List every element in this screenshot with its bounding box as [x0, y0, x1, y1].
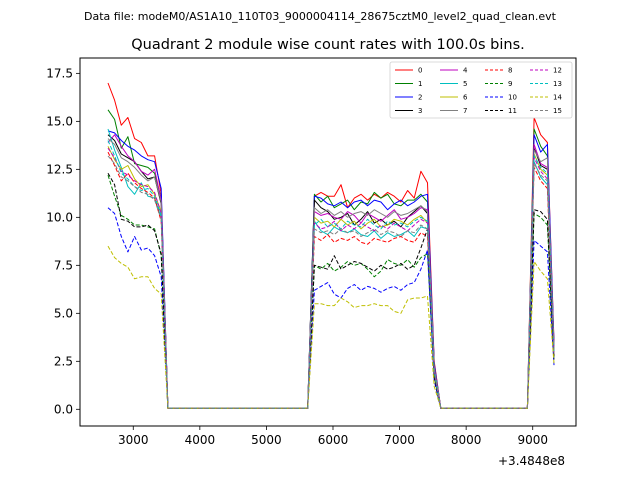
x-tick-label: 3000: [118, 433, 149, 447]
legend-label: 15: [553, 107, 562, 115]
x-tick-label: 5000: [251, 433, 282, 447]
legend-label: 10: [508, 94, 517, 102]
chart-title: Quadrant 2 module wise count rates with …: [131, 37, 525, 53]
legend-label: 14: [553, 94, 562, 102]
y-tick-label: 17.5: [46, 66, 73, 80]
series-line-9: [107, 174, 555, 409]
x-tick-label: 8000: [451, 433, 482, 447]
series-line-15: [107, 155, 555, 409]
x-tick-label: 7000: [384, 433, 415, 447]
legend-label: 6: [463, 94, 468, 102]
series-line-3: [107, 134, 555, 409]
series-line-7: [107, 138, 555, 409]
series-lines: [107, 82, 555, 409]
data-file-label: Data file: modeM0/AS1A10_110T03_90000041…: [84, 10, 557, 23]
series-line-13: [107, 140, 555, 409]
x-offset-text: +3.4848e8: [498, 454, 565, 468]
y-tick-label: 7.5: [54, 258, 73, 272]
series-line-2: [107, 130, 555, 409]
series-line-1: [107, 109, 555, 409]
x-tick-label: 6000: [318, 433, 349, 447]
series-line-10: [107, 207, 555, 409]
y-tick-label: 5.0: [54, 306, 73, 320]
y-tick-label: 15.0: [46, 114, 73, 128]
legend-label: 2: [418, 94, 422, 102]
y-tick-label: 2.5: [54, 354, 73, 368]
legend-label: 9: [508, 80, 512, 88]
legend-label: 3: [418, 107, 422, 115]
y-tick-label: 10.0: [46, 210, 73, 224]
series-line-5: [107, 128, 555, 409]
legend-label: 1: [418, 80, 422, 88]
legend-label: 7: [463, 107, 467, 115]
legend-box: [389, 61, 573, 119]
series-line-11: [107, 172, 555, 409]
legend-label: 11: [508, 107, 517, 115]
x-tick-label: 4000: [185, 433, 216, 447]
axis-ticks: 3000 4000 5000 6000 7000 8000 9000 0.0 2.5 5.0 7.5…: [46, 66, 548, 447]
plot-frame: [79, 57, 577, 427]
series-line-14: [107, 245, 555, 409]
legend-label: 13: [553, 80, 562, 88]
series-line-0: [107, 82, 555, 409]
legend-label: 8: [508, 67, 512, 75]
legend-label: 0: [418, 67, 422, 75]
y-tick-label: 12.5: [46, 162, 73, 176]
legend-label: 12: [553, 67, 562, 75]
series-line-12: [107, 147, 555, 409]
y-tick-label: 0.0: [54, 402, 73, 416]
legend-label: 4: [463, 67, 468, 75]
legend-label: 5: [463, 80, 467, 88]
series-line-6: [107, 146, 555, 409]
series-line-4: [107, 134, 555, 409]
x-tick-label: 9000: [517, 433, 548, 447]
series-line-8: [107, 151, 555, 409]
